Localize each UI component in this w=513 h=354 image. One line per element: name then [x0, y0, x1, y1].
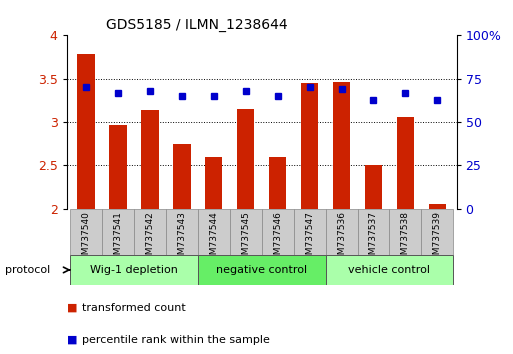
Text: ■: ■ [67, 335, 77, 345]
Text: transformed count: transformed count [82, 303, 186, 313]
Bar [166, 209, 198, 255]
Bar [102, 209, 134, 255]
Bar [230, 209, 262, 255]
Text: ■: ■ [67, 303, 77, 313]
Bar [326, 255, 453, 285]
Bar [109, 125, 127, 209]
Bar [365, 166, 382, 209]
Bar [421, 209, 453, 255]
Text: GSM737545: GSM737545 [241, 211, 250, 266]
Bar [326, 209, 358, 255]
Bar [237, 109, 254, 209]
Bar [198, 209, 230, 255]
Bar [70, 255, 198, 285]
Text: GSM737542: GSM737542 [145, 211, 154, 266]
Text: GSM737539: GSM737539 [433, 211, 442, 266]
Text: GSM737536: GSM737536 [337, 211, 346, 266]
Bar [70, 209, 102, 255]
Bar [134, 209, 166, 255]
Text: GSM737543: GSM737543 [177, 211, 186, 266]
Bar [389, 209, 421, 255]
Bar [301, 83, 319, 209]
Bar [262, 209, 293, 255]
Bar [205, 157, 223, 209]
Text: GSM737547: GSM737547 [305, 211, 314, 266]
Text: GSM737541: GSM737541 [113, 211, 122, 266]
Text: negative control: negative control [216, 265, 307, 275]
Bar [173, 144, 190, 209]
Text: vehicle control: vehicle control [348, 265, 430, 275]
Bar [428, 204, 446, 209]
Text: GSM737546: GSM737546 [273, 211, 282, 266]
Bar [397, 117, 414, 209]
Text: GSM737538: GSM737538 [401, 211, 410, 266]
Bar [358, 209, 389, 255]
Bar [269, 157, 286, 209]
Text: GSM737540: GSM737540 [82, 211, 90, 266]
Bar [198, 255, 326, 285]
Text: Wig-1 depletion: Wig-1 depletion [90, 265, 177, 275]
Text: GSM737537: GSM737537 [369, 211, 378, 266]
Bar [333, 82, 350, 209]
Bar [293, 209, 326, 255]
Text: percentile rank within the sample: percentile rank within the sample [82, 335, 270, 345]
Text: GDS5185 / ILMN_1238644: GDS5185 / ILMN_1238644 [106, 18, 287, 32]
Bar [141, 110, 159, 209]
Bar [77, 55, 95, 209]
Text: protocol: protocol [5, 265, 50, 275]
Text: GSM737544: GSM737544 [209, 211, 218, 266]
